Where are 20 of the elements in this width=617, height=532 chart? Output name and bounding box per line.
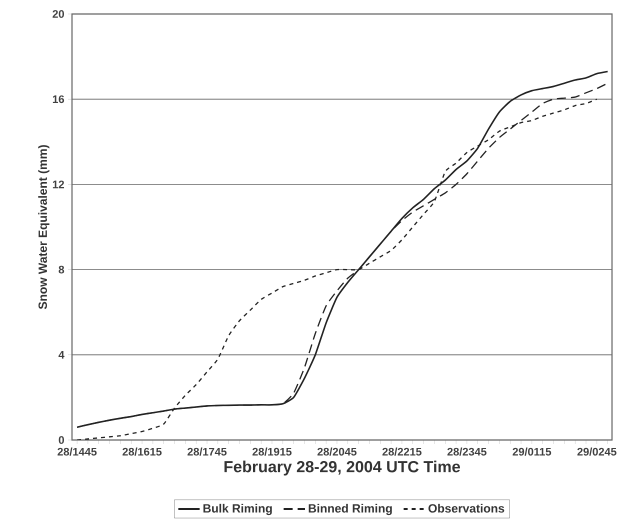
x-axis-title: February 28-29, 2004 UTC Time [224, 460, 460, 476]
y-tick-label: 20 [52, 10, 64, 18]
x-tick-label: 28/2045 [317, 448, 357, 456]
x-tick-label: 28/1615 [122, 448, 162, 456]
y-tick-label: 16 [52, 95, 64, 104]
x-tick-label: 28/1745 [188, 448, 227, 456]
legend-label: Observations [428, 504, 504, 513]
x-tick-label: 28/2215 [382, 448, 422, 456]
legend-label: Binned Riming [308, 504, 392, 516]
legend-label: Bulk Riming [203, 504, 272, 516]
y-tick-label: 0 [58, 436, 64, 444]
x-tick-label: 29/0115 [512, 448, 552, 456]
x-tick-label: 28/1915 [252, 448, 292, 456]
y-tick-label: 8 [58, 266, 64, 274]
y-tick-label: 12 [52, 180, 64, 188]
x-tick-label: 28/2345 [447, 448, 486, 456]
y-tick-label: 4 [58, 351, 64, 359]
x-tick-label: 28/1445 [58, 448, 97, 456]
y-axis-title: Snow Water Equivalent (mm) [38, 145, 50, 310]
x-tick-label: 29/0245 [577, 448, 616, 456]
